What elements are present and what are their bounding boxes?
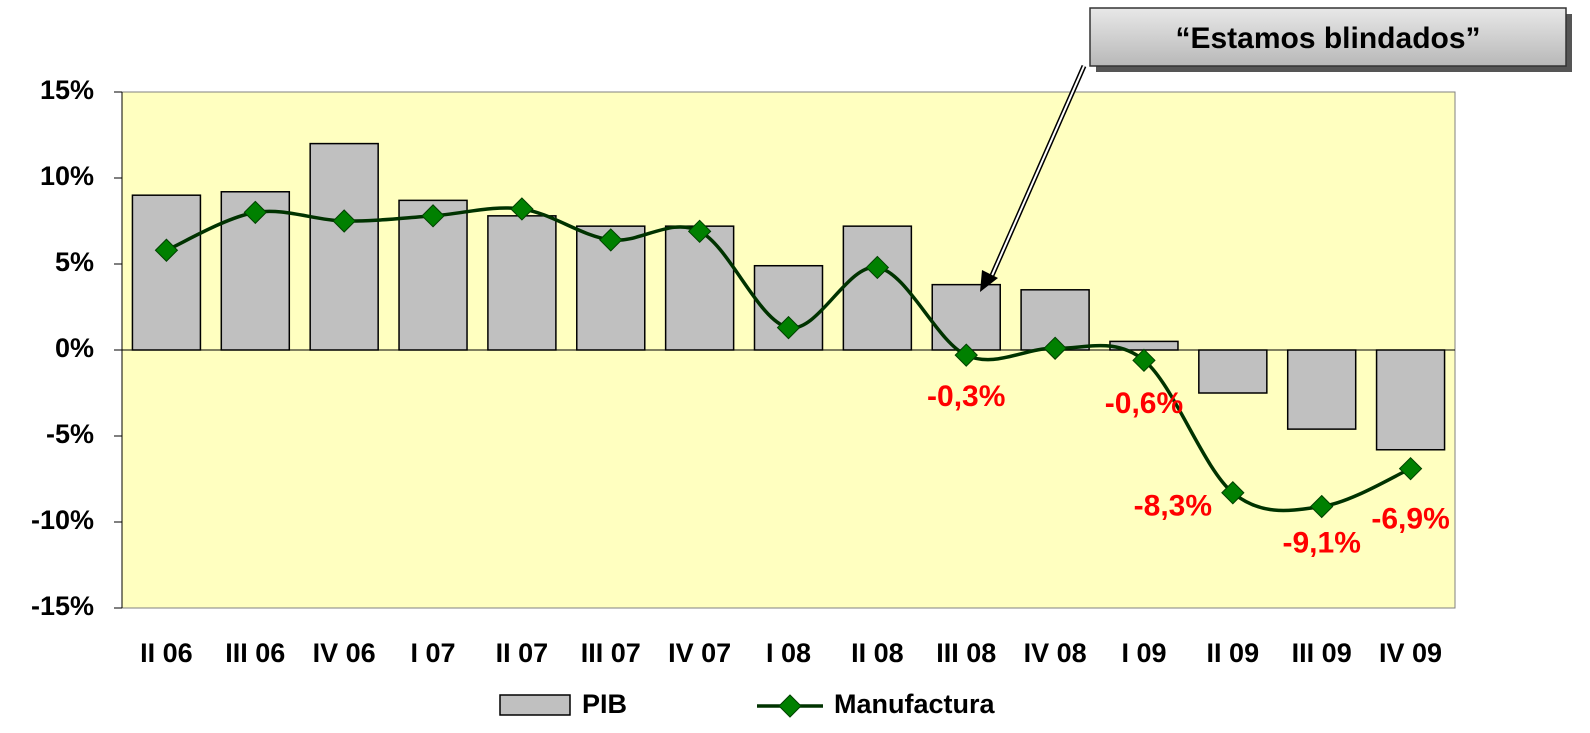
marker: [1309, 494, 1334, 519]
bar: [1198, 349, 1268, 394]
bar: [1375, 349, 1446, 451]
marker: [865, 255, 890, 280]
marker: [687, 219, 712, 244]
value-label: -0,3%: [927, 380, 1005, 413]
x-tick-label: II 08: [851, 638, 904, 668]
x-tick-label: II 09: [1207, 638, 1260, 668]
bar: [842, 225, 913, 351]
x-tick-label: III 07: [581, 638, 641, 668]
marker: [332, 209, 356, 233]
bar: [487, 215, 557, 351]
plot-area: [114, 91, 1456, 609]
marker: [954, 343, 978, 367]
marker: [599, 228, 623, 252]
x-tick-label: IV 09: [1379, 638, 1442, 668]
legend-marker: [778, 694, 802, 718]
value-label: -0,6%: [1105, 387, 1183, 420]
x-tick-label: IV 08: [1024, 638, 1087, 668]
marker: [154, 238, 179, 262]
legend-swatch: [499, 694, 571, 716]
bar: [576, 225, 646, 351]
bar: [1286, 349, 1357, 430]
marker: [776, 315, 801, 340]
y-tick-label: 15%: [40, 75, 94, 105]
x-tick-label: III 06: [225, 638, 285, 668]
value-label: -8,3%: [1134, 490, 1212, 523]
y-tick-label: 5%: [55, 247, 94, 277]
bar: [309, 142, 379, 351]
legend-label: PIB: [582, 689, 627, 719]
bar: [664, 225, 735, 351]
y-tick-label: 10%: [40, 161, 94, 191]
marker: [1398, 456, 1423, 481]
annotation-arrow: [980, 64, 1087, 292]
x-tick-label: III 08: [936, 638, 996, 668]
bar: [131, 194, 202, 351]
y-tick-label: -15%: [31, 591, 94, 621]
value-label: -9,1%: [1283, 526, 1361, 559]
y-tick-label: 0%: [55, 333, 94, 363]
y-tick-label: -5%: [46, 419, 94, 449]
x-tick-label: IV 06: [313, 638, 376, 668]
x-tick-label: II 06: [140, 638, 193, 668]
annotation: “Estamos blindados”: [1175, 22, 1480, 55]
x-tick-label: I 08: [766, 638, 811, 668]
x-tick-label: I 09: [1121, 638, 1166, 668]
marker: [510, 197, 534, 221]
x-tick-label: II 07: [496, 638, 549, 668]
marker: [421, 204, 445, 228]
marker: [1221, 481, 1245, 505]
marker: [1043, 336, 1067, 360]
annotation-box: [1089, 7, 1567, 67]
bar: [931, 283, 1001, 351]
legend-label: Manufactura: [834, 689, 996, 719]
value-label: -6,9%: [1371, 503, 1449, 536]
marker: [1132, 348, 1156, 373]
marker: [243, 200, 268, 225]
x-tick-label: I 07: [411, 638, 456, 668]
y-tick-label: -10%: [31, 505, 94, 535]
x-tick-label: IV 07: [668, 638, 731, 668]
x-tick-label: III 09: [1292, 638, 1352, 668]
